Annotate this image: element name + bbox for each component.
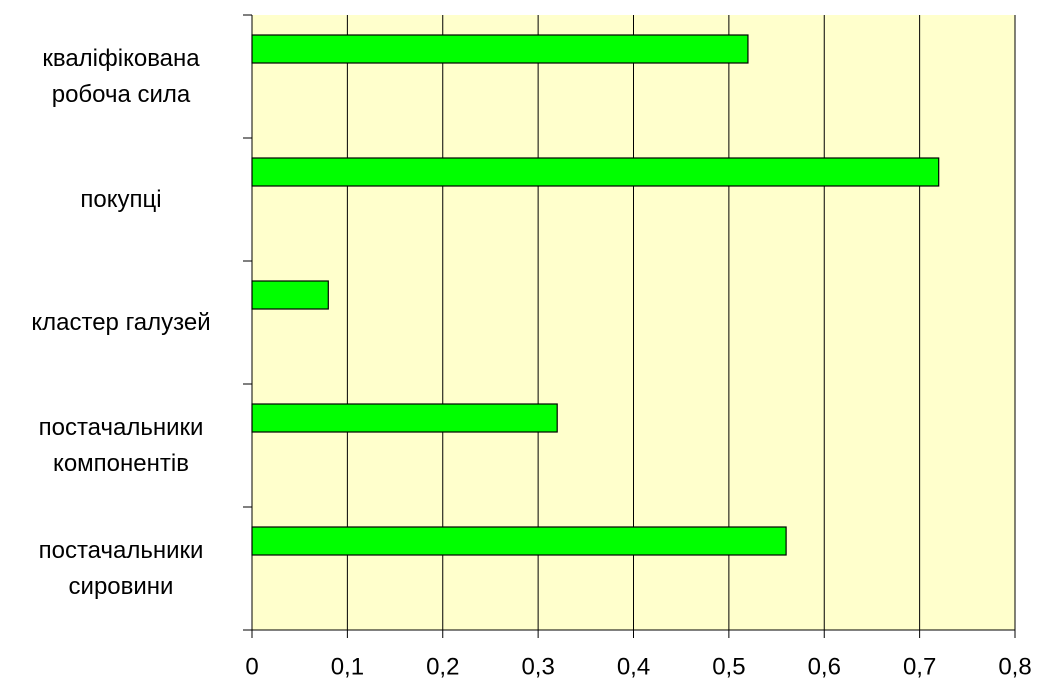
x-tick-label: 0,5 [712,653,745,680]
y-tick-label: кластер галузей [31,308,211,336]
x-tick-label: 0,7 [903,653,936,680]
x-tick-label: 0,6 [808,653,841,680]
x-tick-label: 0,1 [331,653,364,680]
bar [251,34,749,64]
bar [251,157,940,187]
y-tick-label: покупці [80,185,162,213]
bar [251,403,558,433]
x-tick-label: 0,4 [617,653,650,680]
y-tick-label: постачальники сировини [38,536,204,600]
x-tick-label: 0,8 [998,653,1031,680]
bar [251,526,787,556]
x-tick-label: 0,3 [521,653,554,680]
y-tick-label: кваліфікована робоча сила [42,44,200,108]
y-tick-label: постачальники компонентів [38,413,204,477]
x-tick-label: 0 [245,653,258,680]
bar [251,280,329,310]
x-tick-label: 0,2 [426,653,459,680]
